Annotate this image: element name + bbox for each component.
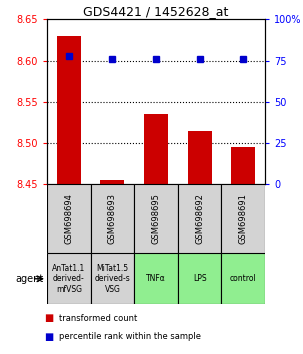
Bar	[91, 253, 134, 304]
Bar	[231, 147, 255, 184]
Title: GDS4421 / 1452628_at: GDS4421 / 1452628_at	[83, 5, 229, 18]
Text: ■: ■	[44, 332, 53, 342]
Bar	[100, 180, 125, 184]
Text: percentile rank within the sample: percentile rank within the sample	[59, 332, 201, 341]
Text: TNFα: TNFα	[146, 274, 166, 283]
Bar	[47, 184, 91, 253]
Text: control: control	[230, 274, 257, 283]
Bar	[91, 184, 134, 253]
Text: GSM698691: GSM698691	[239, 193, 248, 244]
Text: MiTat1.5
derived-s
VSG: MiTat1.5 derived-s VSG	[95, 264, 130, 294]
Bar	[144, 114, 168, 184]
Bar	[57, 36, 81, 184]
Bar	[178, 253, 221, 304]
Text: LPS: LPS	[193, 274, 206, 283]
Bar	[47, 253, 91, 304]
Text: GSM698695: GSM698695	[152, 193, 161, 244]
Text: GSM698692: GSM698692	[195, 193, 204, 244]
Text: AnTat1.1
derived-
mfVSG: AnTat1.1 derived- mfVSG	[52, 264, 85, 294]
Bar	[221, 253, 265, 304]
Bar	[188, 131, 212, 184]
Text: GSM698693: GSM698693	[108, 193, 117, 244]
Text: transformed count: transformed count	[59, 314, 137, 323]
Bar	[134, 184, 178, 253]
Text: GSM698694: GSM698694	[64, 193, 73, 244]
Bar	[178, 184, 221, 253]
Bar	[134, 253, 178, 304]
Text: agent: agent	[16, 274, 44, 284]
Bar	[221, 184, 265, 253]
Text: ■: ■	[44, 313, 53, 323]
